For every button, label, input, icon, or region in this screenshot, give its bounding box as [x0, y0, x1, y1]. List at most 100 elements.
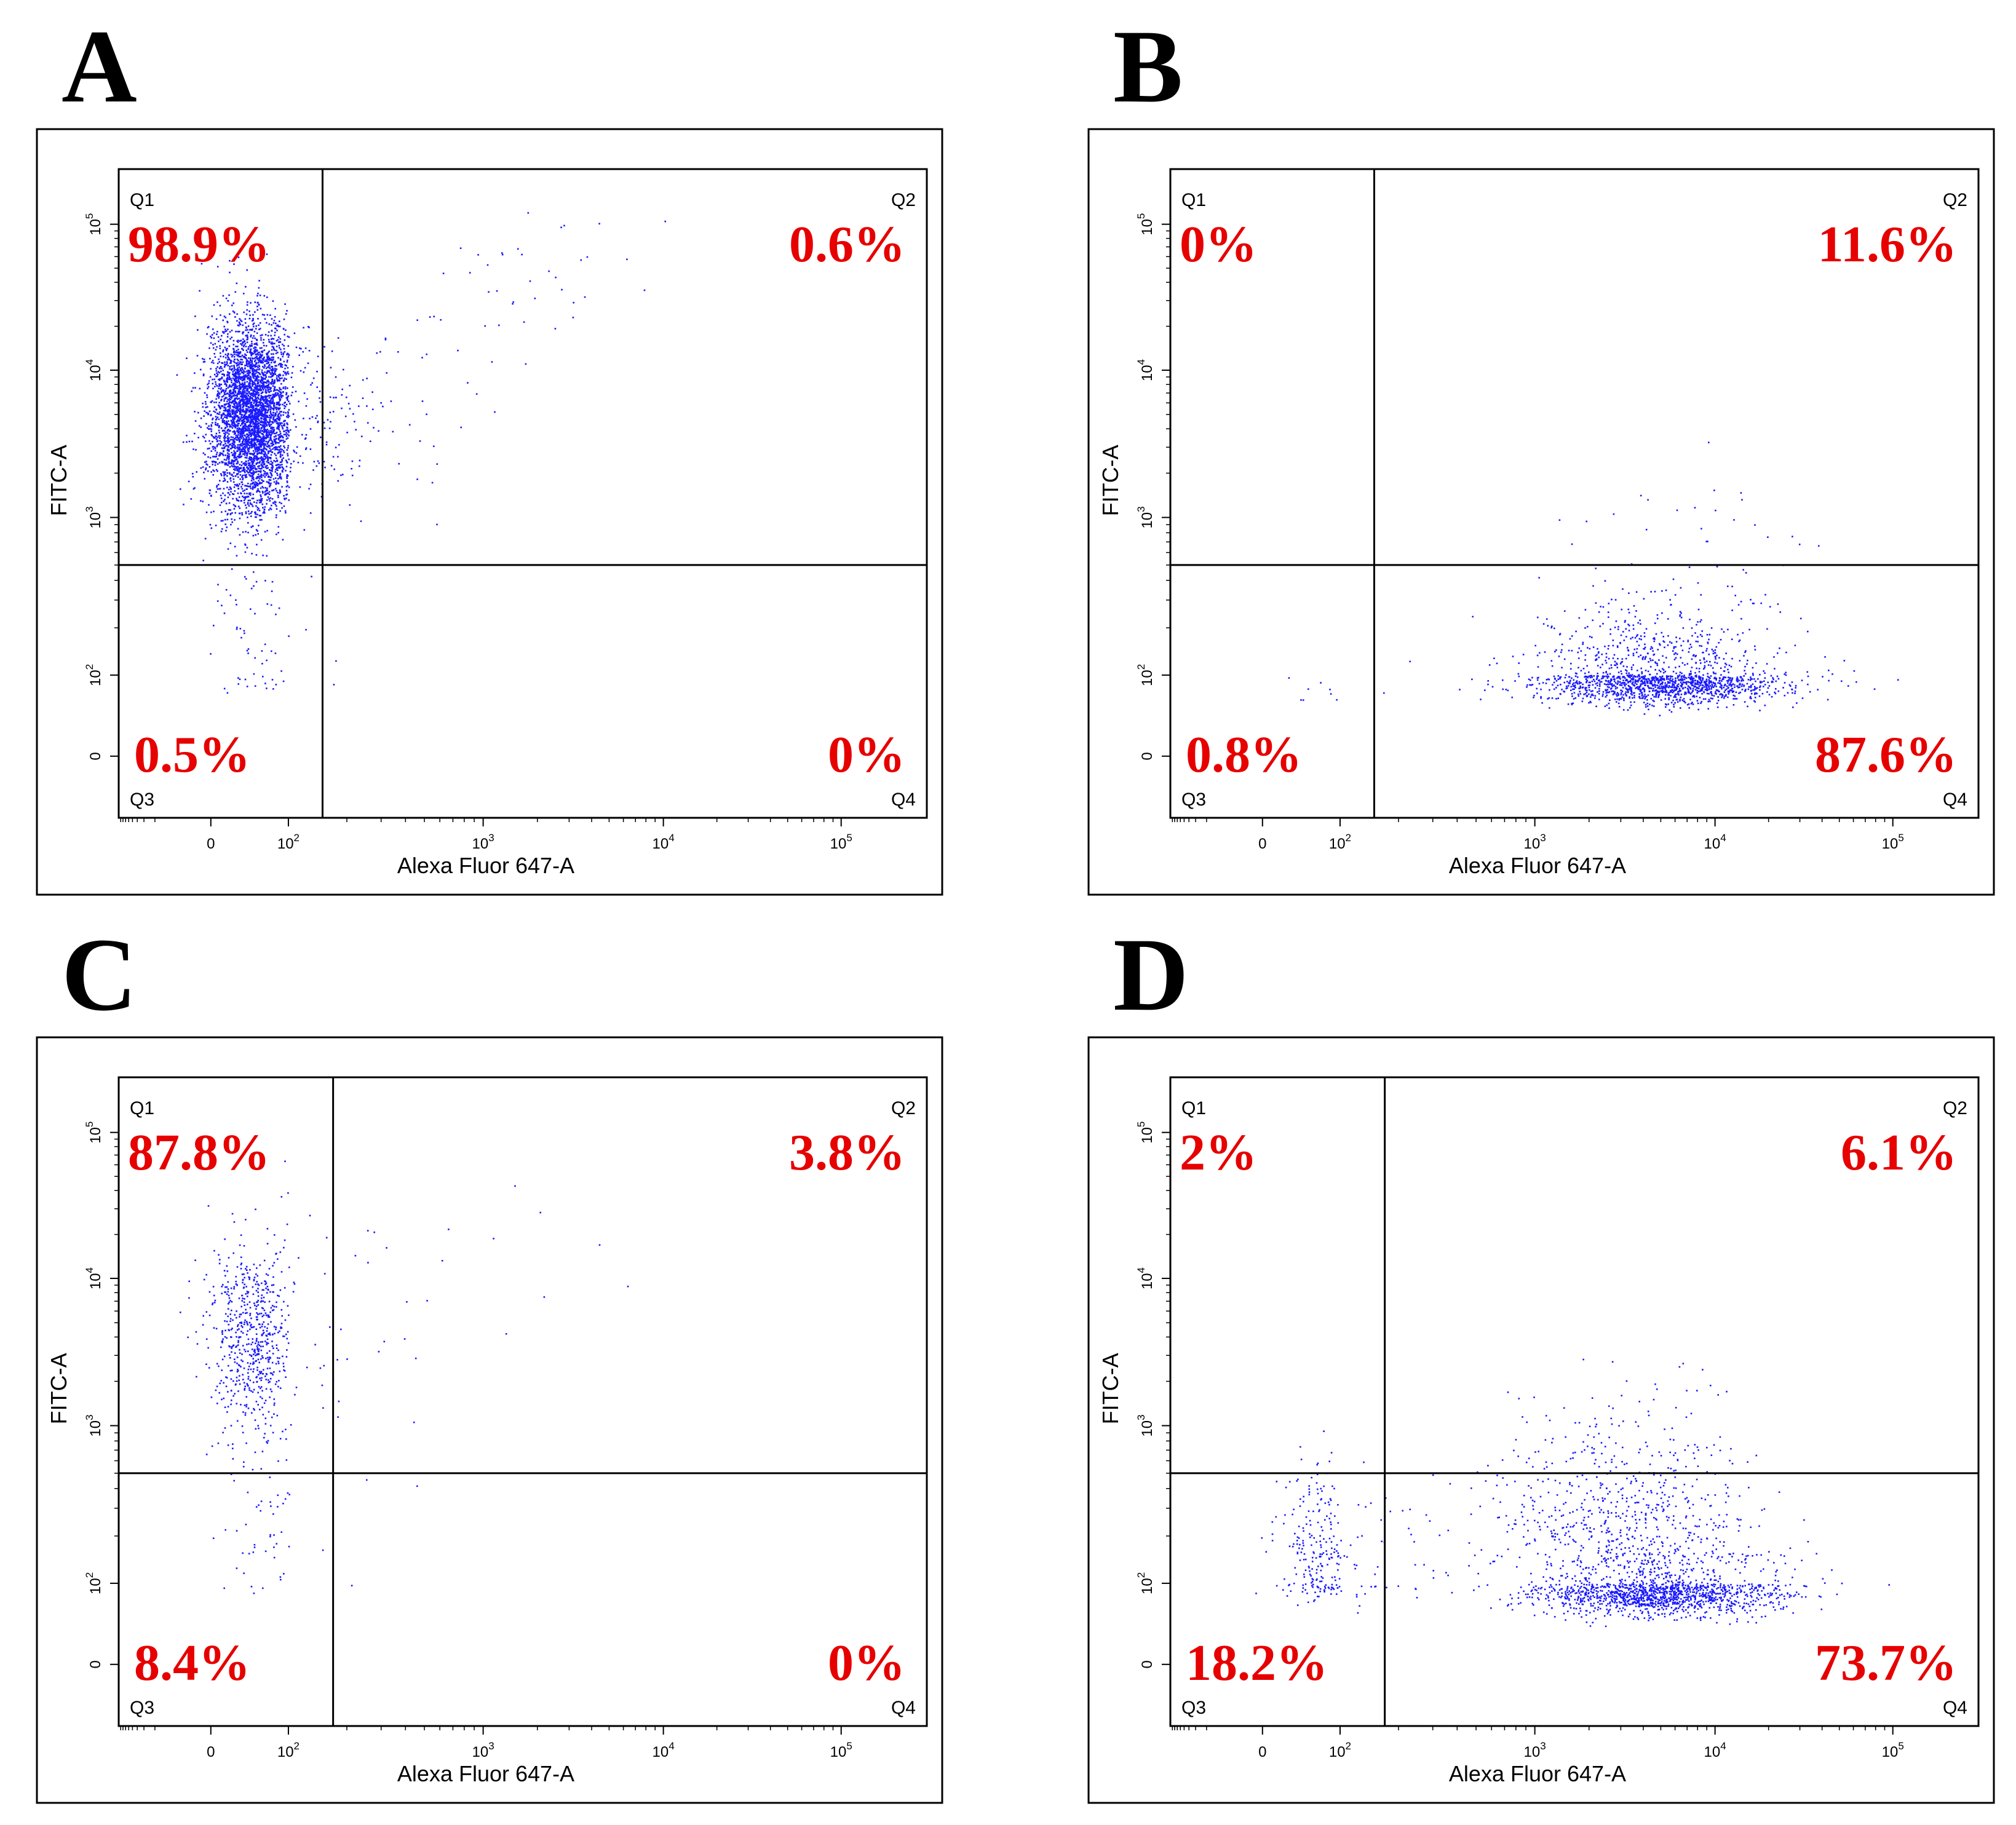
event-dot — [248, 513, 250, 515]
event-dot — [229, 473, 231, 475]
event-dot — [282, 428, 284, 430]
event-dot — [244, 632, 245, 635]
event-dot — [229, 405, 231, 408]
event-dot — [275, 352, 277, 355]
event-dot — [264, 391, 266, 393]
event-dot — [290, 429, 292, 431]
event-dot — [1547, 678, 1549, 680]
event-dot — [237, 500, 240, 502]
event-dot — [268, 395, 270, 397]
event-dot — [272, 394, 274, 395]
event-dot — [270, 383, 272, 385]
event-dot — [221, 414, 223, 416]
event-dot — [278, 395, 280, 397]
event-dot — [233, 386, 236, 389]
event-dot — [255, 416, 257, 418]
event-dot — [271, 427, 273, 430]
event-dot — [240, 378, 242, 379]
event-dot — [280, 389, 282, 390]
event-dot — [253, 445, 255, 446]
event-dot — [283, 445, 285, 447]
event-dot — [250, 353, 252, 355]
event-dot — [1750, 697, 1752, 700]
event-dot — [216, 393, 219, 395]
event-dot — [236, 411, 238, 413]
event-dot — [501, 252, 503, 254]
event-dot — [271, 489, 273, 492]
plot-area — [1169, 168, 1980, 819]
event-dot — [269, 402, 271, 405]
event-dot — [271, 433, 273, 435]
event-dot — [561, 288, 563, 291]
event-dot — [250, 417, 252, 419]
event-dot — [276, 330, 278, 331]
event-dot — [1640, 689, 1642, 691]
event-dot — [250, 444, 252, 446]
event-dot — [218, 443, 220, 445]
event-dot — [238, 321, 240, 323]
event-dot — [270, 423, 272, 426]
event-dot — [268, 381, 270, 383]
event-dot — [219, 452, 221, 454]
event-dot — [260, 307, 262, 310]
event-dot — [270, 394, 272, 397]
event-dot — [261, 362, 263, 364]
event-dot — [248, 441, 250, 443]
event-dot — [226, 320, 228, 323]
event-dot — [255, 397, 257, 399]
event-dot — [215, 419, 217, 421]
event-dot — [272, 346, 274, 348]
event-dot — [242, 349, 244, 351]
event-dot — [282, 470, 284, 473]
event-dot — [213, 510, 215, 513]
event-dot — [229, 389, 232, 391]
event-dot — [280, 422, 282, 424]
event-dot — [261, 451, 263, 453]
event-dot — [253, 322, 255, 325]
event-dot — [245, 329, 247, 331]
event-dot — [1667, 692, 1670, 694]
event-dot — [268, 361, 270, 363]
event-dot — [1645, 655, 1647, 658]
event-dot — [292, 413, 295, 415]
event-dot — [239, 483, 240, 485]
event-dot — [277, 418, 279, 419]
event-dot — [219, 440, 221, 442]
event-dot — [268, 384, 269, 386]
event-dot — [253, 393, 255, 395]
event-dot — [280, 448, 282, 450]
event-dot — [212, 436, 215, 438]
event-dot — [263, 419, 265, 421]
event-dot — [262, 554, 264, 556]
event-dot — [255, 513, 256, 515]
event-dot — [231, 392, 234, 394]
event-dot — [245, 335, 247, 337]
event-dot — [279, 341, 282, 343]
event-dot — [215, 469, 218, 471]
event-dot — [1576, 673, 1577, 675]
event-dot — [227, 333, 229, 335]
event-dot — [263, 440, 266, 442]
event-dot — [252, 419, 253, 421]
event-dot — [259, 347, 261, 349]
event-dot — [285, 489, 288, 492]
event-dot — [260, 413, 261, 415]
event-dot — [264, 580, 266, 582]
event-dot — [270, 376, 272, 378]
event-dot — [279, 510, 281, 512]
event-dot — [238, 419, 240, 422]
event-dot — [228, 502, 231, 504]
event-dot — [258, 351, 260, 354]
event-dot — [240, 492, 242, 494]
event-dot — [270, 373, 272, 375]
event-dot — [266, 363, 268, 365]
event-dot — [254, 382, 256, 385]
event-dot — [261, 413, 263, 416]
event-dot — [224, 397, 226, 400]
event-dot — [433, 315, 435, 318]
event-dot — [255, 468, 256, 470]
event-dot — [285, 465, 288, 468]
event-dot — [274, 461, 277, 462]
event-dot — [256, 457, 258, 459]
event-dot — [253, 472, 255, 475]
